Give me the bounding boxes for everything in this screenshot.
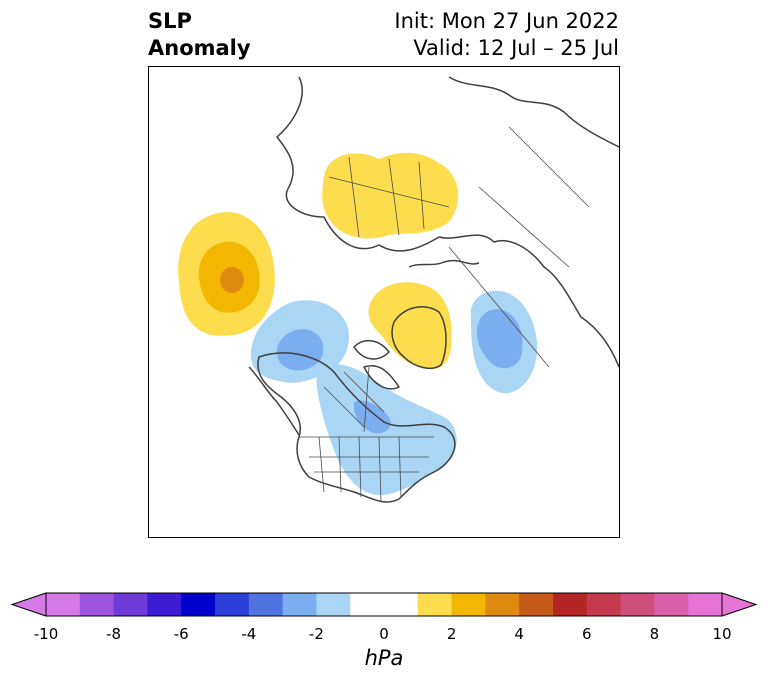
greenland-positive-anomaly xyxy=(368,282,452,370)
init-date: Init: Mon 27 Jun 2022 xyxy=(394,9,619,33)
colorbar-low-extend xyxy=(10,592,47,617)
europe-positive-anomaly xyxy=(322,152,459,239)
colorbar-tick-label: 2 xyxy=(446,625,457,643)
colorbar-border xyxy=(45,592,723,617)
colorbar-tick-label: -6 xyxy=(173,625,189,643)
colorbar-cell xyxy=(282,593,317,616)
colorbar xyxy=(10,592,758,617)
colorbar-cell xyxy=(485,593,520,616)
political-borders xyxy=(299,126,590,503)
pacific-peak xyxy=(220,267,244,293)
colorbar-cell xyxy=(417,593,453,616)
valid-range: Valid: 12 Jul – 25 Jul xyxy=(413,36,619,60)
map-title: SLP Anomaly xyxy=(148,8,251,62)
colorbar-tick-label: 0 xyxy=(379,625,389,643)
colorbar-cell xyxy=(519,593,554,616)
colorbar-tick-label: 6 xyxy=(582,625,592,643)
title-line-1: SLP xyxy=(148,9,192,33)
colorbar-cell xyxy=(248,593,284,616)
polar-map xyxy=(148,66,620,538)
map-canvas xyxy=(178,76,619,503)
colorbar-tick-label: -4 xyxy=(241,625,257,643)
colorbar-high-extend xyxy=(721,592,758,617)
colorbar-cell xyxy=(688,593,723,616)
colorbar-cell xyxy=(181,593,216,616)
forecast-dates: Init: Mon 27 Jun 2022 Valid: 12 Jul – 25… xyxy=(394,8,619,62)
title-line-2: Anomaly xyxy=(148,36,251,60)
okhotsk-negative-core xyxy=(476,309,523,369)
colorbar-tick-label: 4 xyxy=(514,625,524,643)
colorbar-cell xyxy=(316,593,351,616)
colorbar-cell xyxy=(215,593,250,616)
colorbar-cell xyxy=(350,593,385,616)
colorbar-cell xyxy=(147,593,182,616)
coastlines xyxy=(248,76,619,503)
colorbar-cell xyxy=(46,593,81,616)
colorbar-cell xyxy=(79,593,115,616)
colorbar-tick-label: -8 xyxy=(106,625,122,643)
colorbar-cell xyxy=(654,593,689,616)
colorbar-cell xyxy=(586,593,622,616)
colorbar-cell xyxy=(620,593,655,616)
colorbar-tick-label: -10 xyxy=(33,625,59,643)
colorbar-tick-label: -2 xyxy=(308,625,324,643)
alaska-negative-core xyxy=(276,329,324,371)
canada-negative-core xyxy=(353,400,391,434)
colorbar-tick-label: 8 xyxy=(649,625,660,643)
colorbar-tick-label: 10 xyxy=(712,625,732,643)
colorbar-cell xyxy=(384,593,419,616)
colorbar-cell xyxy=(113,593,148,616)
colorbar-cell xyxy=(451,593,486,616)
colorbar-cell xyxy=(553,593,588,616)
colorbar-unit: hPa xyxy=(364,646,404,670)
anomaly-shading xyxy=(178,152,538,496)
